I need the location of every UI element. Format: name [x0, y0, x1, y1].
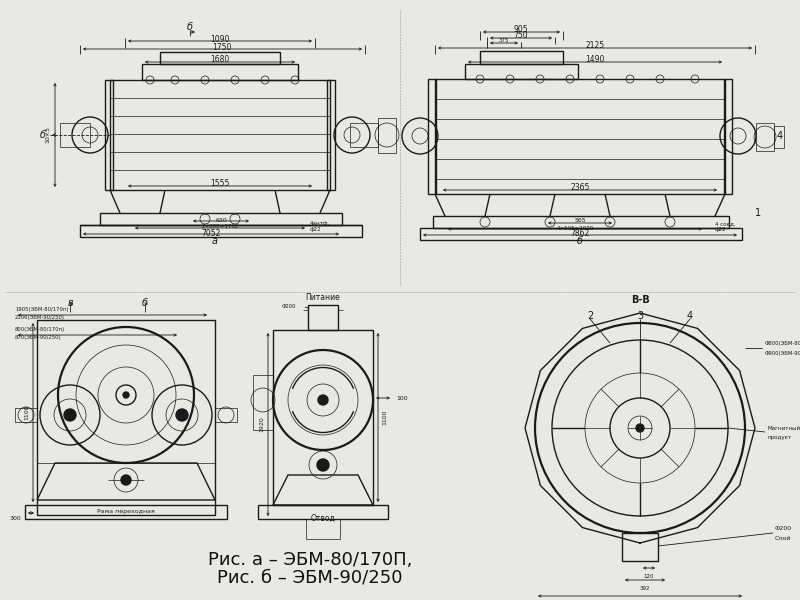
Text: 10×5: 10×5	[45, 127, 50, 143]
Text: 1100: 1100	[24, 404, 29, 420]
Bar	[15, 408, 37, 422]
Text: 1: 1	[755, 208, 761, 218]
Text: Ф200: Ф200	[775, 526, 792, 530]
Text: 1090: 1090	[210, 34, 230, 43]
Text: 7052: 7052	[202, 229, 221, 238]
Bar	[428, 79, 436, 194]
Text: Отвод: Отвод	[310, 514, 335, 523]
Bar	[433, 216, 729, 228]
Text: Питание: Питание	[306, 293, 340, 302]
Text: ф22: ф22	[310, 227, 322, 232]
Text: 2×600+1762: 2×600+1762	[202, 224, 238, 229]
Text: 300: 300	[10, 515, 21, 520]
Bar	[306, 519, 340, 539]
Bar	[105, 80, 113, 190]
Text: Ф800(ЭБМ-80/170п): Ф800(ЭБМ-80/170п)	[765, 340, 800, 346]
Text: Ф900(ЭБМ-90/250): Ф900(ЭБМ-90/250)	[765, 350, 800, 355]
Bar	[774, 126, 784, 148]
Bar	[273, 330, 373, 505]
Circle shape	[636, 424, 644, 432]
Bar	[25, 505, 227, 519]
Bar	[215, 408, 237, 422]
Text: 2106(ЭБМ-90/250): 2106(ЭБМ-90/250)	[15, 314, 65, 319]
Text: б: б	[142, 298, 148, 308]
Text: 3: 3	[637, 311, 643, 321]
Text: Рис. б – ЭБМ-90/250: Рис. б – ЭБМ-90/250	[218, 569, 402, 587]
Circle shape	[123, 392, 129, 398]
Text: 630: 630	[215, 217, 227, 223]
Bar	[110, 80, 330, 190]
Text: Ф200: Ф200	[282, 304, 296, 310]
Text: 1750: 1750	[212, 43, 232, 52]
Text: Рис. а – ЭБМ-80/170П,: Рис. а – ЭБМ-80/170П,	[208, 551, 412, 569]
Text: в: в	[67, 298, 73, 308]
Text: 4: 4	[777, 131, 783, 141]
Text: 375: 375	[498, 38, 510, 43]
Bar	[253, 375, 273, 430]
Text: 1490: 1490	[586, 55, 605, 64]
Text: 800(ЭБМ-80/170п): 800(ЭБМ-80/170п)	[15, 328, 65, 332]
Bar	[756, 123, 774, 151]
Bar	[80, 225, 362, 237]
Bar	[622, 533, 658, 561]
Text: продукт: продукт	[767, 434, 791, 439]
Text: 1905(ЭБМ-80/170п): 1905(ЭБМ-80/170п)	[15, 307, 69, 313]
Text: а: а	[212, 236, 218, 246]
Text: 870(ЭБМ-90/250): 870(ЭБМ-90/250)	[15, 335, 62, 340]
Bar	[480, 51, 563, 64]
Text: 750: 750	[514, 31, 528, 40]
Circle shape	[176, 409, 188, 421]
Text: 4антф.: 4антф.	[310, 221, 330, 226]
Bar	[308, 305, 338, 330]
Text: 7862: 7862	[570, 229, 590, 238]
Text: Магнитный: Магнитный	[767, 425, 800, 431]
Text: Рама переходная: Рама переходная	[97, 509, 155, 514]
Bar	[350, 123, 378, 147]
Text: б: б	[40, 130, 46, 140]
Bar	[420, 228, 742, 240]
Bar	[160, 52, 280, 64]
Text: ф22: ф22	[715, 227, 726, 232]
Bar	[378, 118, 396, 153]
Text: 1555: 1555	[210, 179, 230, 188]
Bar	[724, 79, 732, 194]
Text: 565: 565	[574, 218, 586, 223]
Bar	[258, 505, 388, 519]
Bar	[142, 64, 298, 80]
Text: б: б	[577, 236, 583, 246]
Bar	[37, 320, 215, 515]
Text: б: б	[187, 22, 193, 32]
Text: 1680: 1680	[210, 55, 230, 64]
Text: Слой: Слой	[775, 535, 791, 541]
Text: 2125: 2125	[586, 41, 605, 50]
Text: 2365: 2365	[570, 184, 590, 193]
Bar	[327, 80, 335, 190]
Circle shape	[318, 395, 328, 405]
Circle shape	[121, 475, 131, 485]
Text: 392: 392	[640, 586, 650, 590]
Text: 2: 2	[587, 311, 593, 321]
Bar	[435, 79, 725, 194]
Circle shape	[317, 459, 329, 471]
Text: 4×505=2020: 4×505=2020	[556, 226, 594, 230]
Text: 4: 4	[687, 311, 693, 321]
Text: 1100: 1100	[382, 409, 387, 425]
Bar	[465, 64, 578, 79]
Text: 905: 905	[514, 25, 528, 34]
Bar	[60, 123, 90, 147]
Text: 120: 120	[644, 574, 654, 578]
Text: 100: 100	[396, 395, 408, 401]
Text: 4 соед.: 4 соед.	[715, 221, 736, 226]
Bar	[100, 213, 342, 225]
Text: 1920: 1920	[259, 416, 264, 432]
Circle shape	[64, 409, 76, 421]
Text: В-В: В-В	[630, 295, 650, 305]
